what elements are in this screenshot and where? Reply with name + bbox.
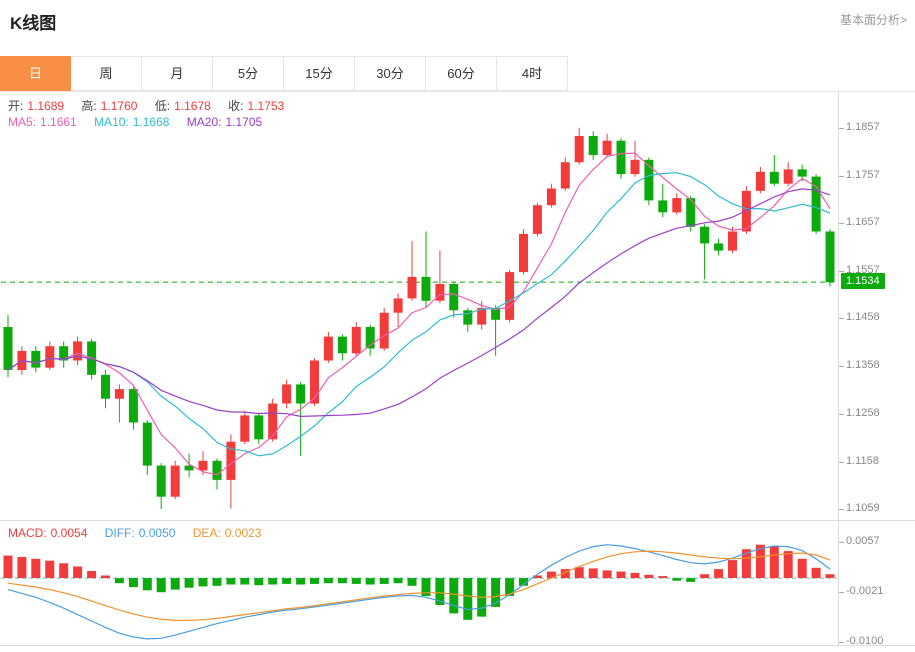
ma20-value: 1.1705 [225, 115, 263, 129]
current-price-badge: 1.1534 [841, 273, 885, 289]
tab-60分[interactable]: 60分 [426, 56, 497, 91]
price-axis-label: 1.1158 [839, 455, 879, 467]
low-label: 低: [154, 99, 171, 113]
tab-bar: 日周月 5分 15分 30分 60分 4时 [0, 56, 568, 91]
close-value: 1.1753 [247, 99, 285, 113]
price-axis-label: 1.1059 [839, 502, 880, 514]
ma5-label: MA5: [8, 115, 37, 129]
price-axis-label: 1.1258 [839, 407, 880, 419]
ma20-label: MA20: [186, 115, 222, 129]
price-axis-label: 1.1657 [839, 216, 880, 228]
high-label: 高: [81, 99, 97, 113]
price-axis-label: 1.1358 [839, 359, 880, 371]
macd-value: 0.0054 [50, 526, 88, 540]
tab-5分[interactable]: 5分 [213, 56, 284, 91]
diff-label: DIFF: [104, 526, 135, 540]
tab-月[interactable]: 月 [142, 56, 213, 91]
macd-axis-label: 0.0057 [839, 535, 880, 547]
macd-axis-label: -0.0021 [838, 585, 884, 597]
chart-area: 开: 1.1689 高: 1.1760 低: 1.1678 收: 1.1753 MA5:… [0, 91, 915, 647]
ma5-value: 1.1661 [40, 115, 77, 129]
macd-label: MACD: [8, 526, 47, 540]
macd-pane: MACD: 0.0054 DIFF: 0.0050 DEA: 0.0023 0.005… [0, 521, 915, 647]
diff-value: 0.0050 [138, 526, 176, 540]
candlestick-chart-svg[interactable] [1, 92, 837, 521]
dea-label: DEA: [192, 526, 221, 540]
ma10-value: 1.1668 [132, 115, 170, 129]
header: K线图 基本面分析> [0, 0, 915, 56]
tab-30分[interactable]: 30分 [355, 56, 426, 91]
high-value: 1.1760 [100, 99, 138, 113]
macd-info-line: MACD: 0.0054 DIFF: 0.0050 DEA: 0.0023 [8, 526, 275, 540]
price-axis-label: 1.1757 [839, 169, 880, 181]
close-label: 收: [228, 99, 244, 113]
price-axis-label: 1.1458 [839, 311, 880, 323]
ohlc-info-line: 开: 1.1689 高: 1.1760 低: 1.1678 收: 1.1753 [8, 97, 298, 114]
open-label: 开: [8, 99, 24, 113]
price-axis-label: 1.1857 [839, 121, 880, 133]
macd-chart-svg[interactable] [1, 521, 837, 646]
axis-divider [838, 92, 839, 647]
dea-value: 0.0023 [224, 526, 262, 540]
tab-日[interactable]: 日 [0, 56, 71, 91]
tab-周[interactable]: 周 [71, 56, 142, 91]
ma10-label: MA10: [94, 115, 129, 129]
tab-15分[interactable]: 15分 [284, 56, 355, 91]
macd-axis-label: -0.0100 [838, 635, 884, 647]
ma-info-line: MA5: 1.1661 MA10: 1.1668 MA20: 1.1705 [8, 115, 276, 129]
fundamental-analysis-link[interactable]: 基本面分析> [839, 13, 907, 27]
page-title: K线图 [10, 14, 57, 33]
open-value: 1.1689 [27, 99, 65, 113]
main-chart-pane: 开: 1.1689 高: 1.1760 低: 1.1678 收: 1.1753 MA5:… [0, 92, 915, 521]
low-value: 1.1678 [174, 99, 211, 113]
tab-4时[interactable]: 4时 [497, 56, 568, 91]
